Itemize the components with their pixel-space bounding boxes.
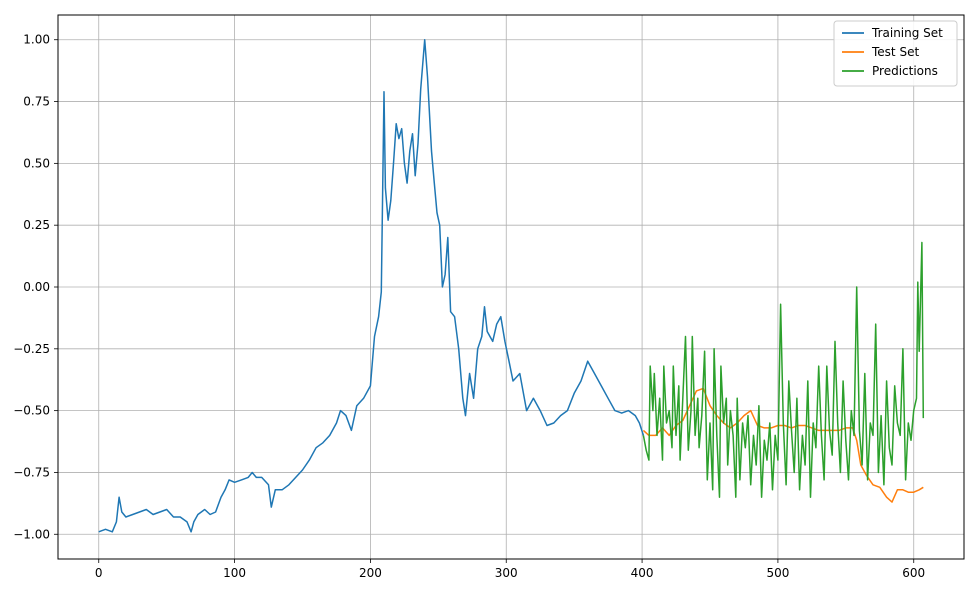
legend-box	[833, 20, 958, 87]
legend: Training Set Test Set Predictions	[833, 20, 958, 87]
x-tick-label: 100	[223, 566, 246, 580]
legend-label-test-set: Test Set	[871, 45, 919, 59]
y-tick-label: −0.75	[13, 465, 50, 479]
x-axis: 0 100 200 300 400 500 600	[95, 559, 925, 580]
y-tick-label: 0.75	[23, 95, 50, 109]
series-line-predictions	[642, 241, 925, 498]
series-line-training-set	[98, 38, 645, 533]
x-tick-label: 300	[495, 566, 518, 580]
y-tick-label: 1.00	[23, 33, 50, 47]
y-tick-label: 0.50	[23, 156, 50, 170]
legend-label-predictions: Predictions	[872, 64, 938, 78]
x-tick-label: 200	[359, 566, 382, 580]
x-tick-label: 400	[631, 566, 654, 580]
y-axis: −1.00 −0.75 −0.50 −0.25 0.00 0.25 0.50 0.75 1.00	[13, 33, 58, 541]
y-tick-label: −0.25	[13, 342, 50, 356]
x-tick-label: 600	[902, 566, 925, 580]
y-tick-label: 0.25	[23, 218, 50, 232]
grid-lines	[58, 15, 964, 559]
x-tick-label: 500	[766, 566, 789, 580]
x-tick-label: 0	[95, 566, 103, 580]
y-tick-label: −1.00	[13, 527, 50, 541]
legend-label-training-set: Training Set	[871, 26, 943, 40]
y-tick-label: −0.50	[13, 404, 50, 418]
y-tick-label: 0.00	[23, 280, 50, 294]
series-lines	[98, 38, 925, 533]
